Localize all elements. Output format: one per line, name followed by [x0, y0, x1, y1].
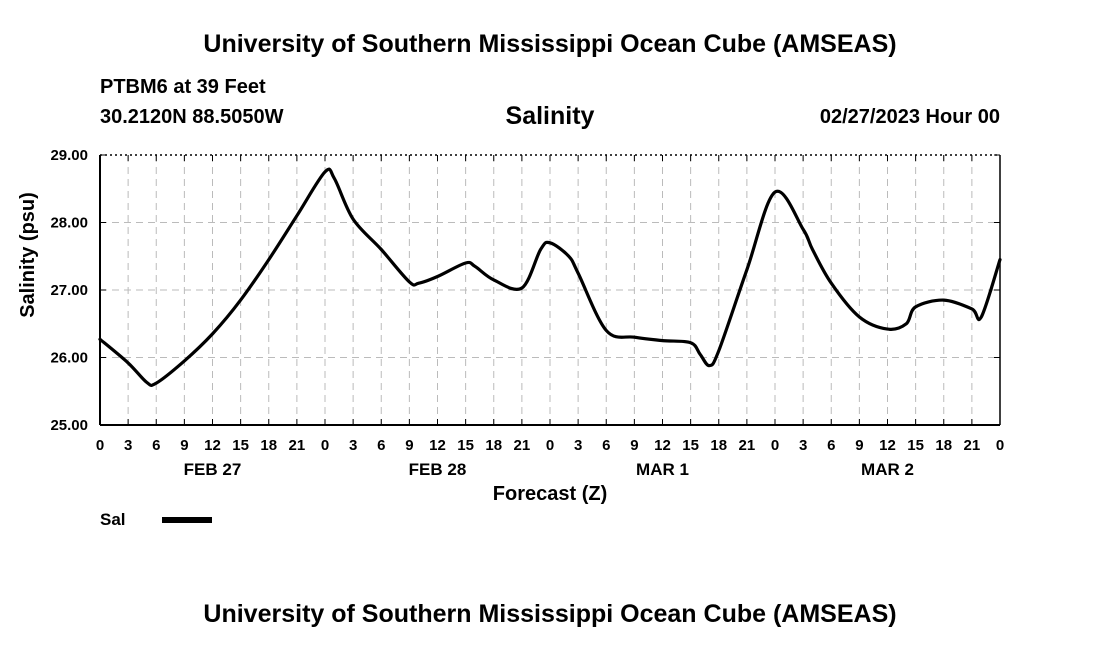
x-tick-label: 3	[349, 437, 357, 454]
x-tick-label: 21	[739, 437, 756, 454]
chart-title-top: University of Southern Mississippi Ocean…	[203, 30, 897, 58]
series-layer	[98, 167, 1002, 388]
day-label: MAR 1	[636, 460, 689, 479]
x-tick-label: 12	[879, 437, 896, 454]
x-axis-title: Forecast (Z)	[493, 483, 607, 505]
x-tick-label: 12	[654, 437, 671, 454]
y-tick-label: 26.00	[50, 350, 88, 367]
y-axis-title: Salinity (psu)	[17, 192, 39, 318]
x-tick-label: 6	[152, 437, 160, 454]
y-tick-label: 29.00	[50, 147, 88, 164]
legend: Sal	[100, 510, 212, 529]
x-tick-label: 9	[405, 437, 413, 454]
series-line-sal	[98, 167, 1002, 388]
x-tick-label: 0	[546, 437, 554, 454]
x-tick-label: 15	[457, 437, 474, 454]
day-label: FEB 27	[184, 460, 242, 479]
x-tick-label: 0	[96, 437, 104, 454]
x-tick-label: 3	[124, 437, 132, 454]
x-tick-label: 21	[289, 437, 306, 454]
x-tick-label: 21	[514, 437, 531, 454]
x-tick-label: 3	[799, 437, 807, 454]
x-tick-label: 15	[682, 437, 699, 454]
x-tick-label: 15	[232, 437, 249, 454]
axes: 0 3 6 9 12 15 18 21 0 3 6 9 12 15 18 21 0 3 6 9 12 15 18 21 0 3 6 9…	[50, 147, 1004, 479]
x-tick-label: 0	[321, 437, 329, 454]
grid	[100, 155, 1000, 425]
x-tick-label: 15	[907, 437, 924, 454]
y-tick-label: 27.00	[50, 282, 88, 299]
x-tick-label: 18	[710, 437, 727, 454]
x-tick-label: 12	[204, 437, 221, 454]
day-label: FEB 28	[409, 460, 467, 479]
x-tick-label: 18	[485, 437, 502, 454]
x-tick-label: 6	[377, 437, 385, 454]
x-tick-label: 9	[180, 437, 188, 454]
day-label: MAR 2	[861, 460, 914, 479]
y-tick-label: 28.00	[50, 215, 88, 232]
x-tick-label: 21	[964, 437, 981, 454]
forecast-datetime: 02/27/2023 Hour 00	[819, 106, 1000, 128]
chart-title-bottom: University of Southern Mississippi Ocean…	[203, 600, 897, 628]
x-tick-label: 3	[574, 437, 582, 454]
x-tick-label: 0	[771, 437, 779, 454]
y-tick-label: 25.00	[50, 417, 88, 434]
legend-label: Sal	[100, 510, 126, 529]
x-tick-label: 12	[429, 437, 446, 454]
station-label: PTBM6 at 39 Feet	[100, 76, 266, 98]
plot-title: Salinity	[506, 102, 595, 130]
x-tick-label: 9	[855, 437, 863, 454]
x-tick-label: 0	[996, 437, 1004, 454]
station-coords: 30.2120N 88.5050W	[100, 106, 284, 128]
x-tick-label: 9	[630, 437, 638, 454]
x-tick-label: 18	[260, 437, 277, 454]
x-tick-label: 6	[827, 437, 835, 454]
x-tick-label: 18	[935, 437, 952, 454]
x-tick-label: 6	[602, 437, 610, 454]
